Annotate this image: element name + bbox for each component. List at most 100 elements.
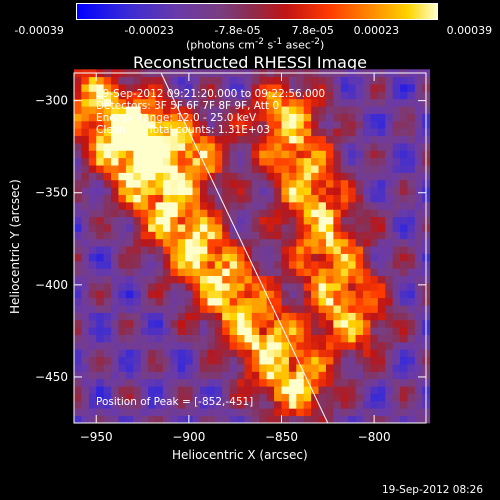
heatmap-cell (385, 135, 394, 144)
heatmap-cell (333, 91, 342, 100)
heatmap-cell (162, 312, 171, 321)
heatmap-cell (74, 349, 82, 358)
heatmap-cell (340, 400, 349, 409)
heatmap-cell (377, 98, 386, 107)
heatmap-cell (222, 98, 231, 107)
heatmap-cell (340, 201, 349, 210)
heatmap-cell (237, 371, 245, 380)
heatmap-cell (199, 393, 208, 402)
heatmap-cell (407, 165, 416, 173)
heatmap-cell (333, 312, 342, 321)
heatmap-cell (340, 157, 349, 166)
heatmap-cell (377, 334, 386, 343)
heatmap-cell (185, 143, 193, 151)
heatmap-cell (96, 98, 105, 107)
heatmap-cell (170, 187, 179, 195)
heatmap-cell (414, 341, 423, 350)
heatmap-cell (177, 120, 186, 129)
heatmap-cell (185, 179, 193, 188)
heatmap-cell (385, 209, 394, 218)
heatmap-cell (192, 150, 201, 159)
heatmap-cell (88, 283, 97, 291)
heatmap-cell (288, 319, 297, 328)
heatmap-cell (162, 76, 171, 85)
heatmap-cell (400, 386, 408, 394)
heatmap-cell (155, 98, 164, 107)
heatmap-cell (148, 312, 156, 321)
heatmap-cell (311, 393, 319, 402)
heatmap-cell (140, 327, 149, 335)
heatmap-cell (81, 172, 90, 181)
heatmap-cell (229, 378, 238, 387)
heatmap-cell (274, 327, 282, 335)
heatmap-cell (392, 98, 401, 107)
heatmap-cell (251, 386, 260, 394)
heatmap-cell (385, 120, 394, 129)
heatmap-cell (177, 400, 186, 409)
heatmap-cell (155, 165, 164, 173)
heatmap-cell (111, 113, 119, 122)
heatmap-cell (133, 187, 142, 195)
heatmap-cell (414, 312, 423, 321)
heatmap-cell (207, 334, 216, 343)
heatmap-cell (303, 371, 312, 380)
heatmap-cell (237, 378, 245, 387)
heatmap-cell (133, 76, 142, 85)
y-axis-title: Heliocentric Y (arcsec) (8, 179, 22, 314)
heatmap-cell (170, 408, 179, 417)
heatmap-cell (355, 364, 364, 372)
heatmap-cell (325, 290, 334, 299)
heatmap-cell (348, 150, 356, 159)
heatmap-cell (348, 128, 356, 137)
heatmap-cell (281, 98, 290, 107)
heatmap-cell (222, 238, 231, 247)
heatmap-cell (222, 349, 231, 358)
heatmap-cell (355, 120, 364, 129)
heatmap-cell (244, 334, 253, 343)
heatmap-cell (125, 356, 134, 365)
heatmap-cell (162, 393, 171, 402)
heatmap-cell (370, 305, 379, 313)
heatmap-cell (266, 393, 275, 402)
heatmap-cell (414, 260, 423, 269)
heatmap-cell (207, 408, 216, 417)
heatmap-cell (74, 128, 82, 137)
heatmap-cell (288, 238, 297, 247)
heatmap-cell (377, 386, 386, 394)
heatmap-cell (348, 393, 356, 402)
heatmap-cell (303, 393, 312, 402)
heatmap-cell (207, 378, 216, 387)
heatmap-cell (274, 283, 282, 291)
heatmap-cell (311, 209, 319, 218)
heatmap-cell (74, 283, 82, 291)
heatmap-cell (125, 393, 134, 402)
heatmap-cell (363, 98, 371, 107)
heatmap-cell (81, 224, 90, 232)
heatmap-cell (81, 290, 90, 299)
heatmap-cell (207, 312, 216, 321)
heatmap-cell (214, 400, 223, 409)
heatmap-cell (363, 246, 371, 254)
heatmap-cell (348, 378, 356, 387)
heatmap-cell (192, 386, 201, 394)
heatmap-cell (311, 386, 319, 394)
heatmap-cell (333, 143, 342, 151)
heatmap-cell (288, 246, 297, 254)
y-axis-ticks: −450−400−350−300 (35, 94, 426, 384)
heatmap-cell (111, 393, 119, 402)
heatmap-cell (370, 341, 379, 350)
heatmap-cell (400, 76, 408, 85)
heatmap-cell (311, 415, 319, 424)
plot-frame (73, 72, 427, 424)
heatmap-cell (311, 290, 319, 299)
heatmap-cell (244, 143, 253, 151)
heatmap-cell (237, 297, 245, 306)
heatmap-cell (199, 179, 208, 188)
heatmap-cell (385, 386, 394, 394)
heatmap-cell (296, 172, 305, 181)
heatmap-cell (348, 201, 356, 210)
heatmap-cell (133, 393, 142, 402)
heatmap-cell (325, 312, 334, 321)
heatmap-cell (251, 312, 260, 321)
heatmap-cell (348, 349, 356, 358)
